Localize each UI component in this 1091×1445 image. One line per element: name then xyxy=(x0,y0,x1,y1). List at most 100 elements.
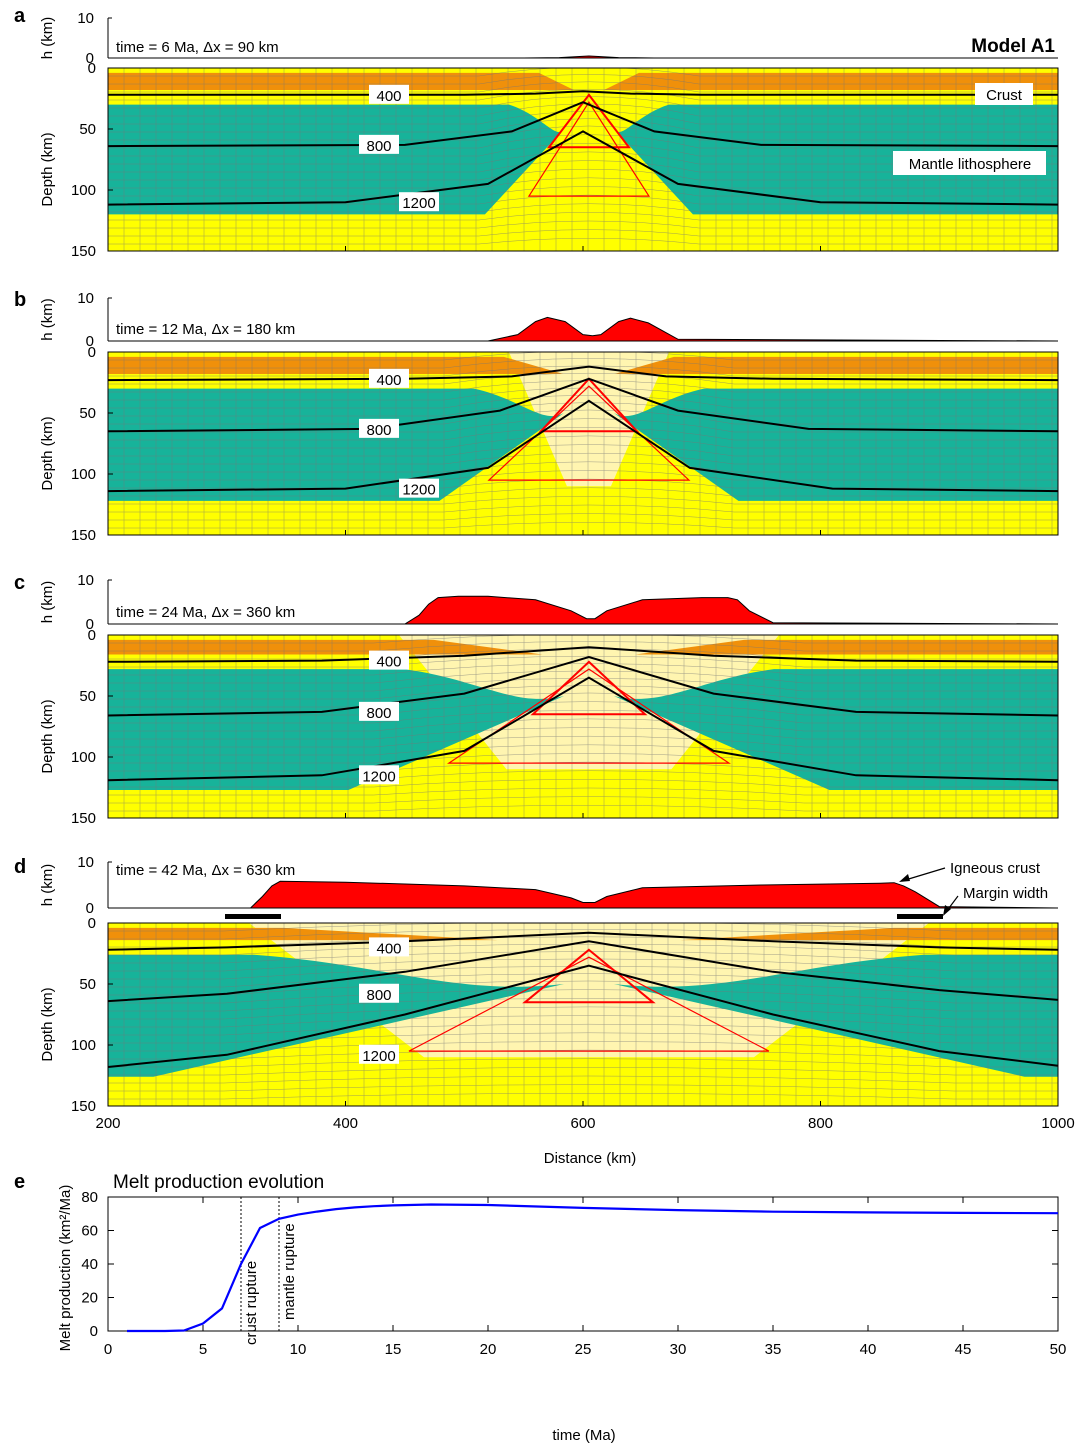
isotherm-label-box xyxy=(359,983,399,1003)
mesh-line xyxy=(108,444,1058,457)
mantle-lithosphere-left xyxy=(108,954,564,1077)
depth-tick-label: 150 xyxy=(71,1098,96,1115)
melt-ylabel: Melt production (km²/Ma) xyxy=(57,1185,74,1352)
mesh-line xyxy=(108,701,1058,716)
mesh-line xyxy=(108,692,1058,708)
isotherm-label-box xyxy=(359,418,399,438)
isotherm-label-box xyxy=(359,765,399,785)
mesh-line xyxy=(108,352,1058,361)
melt-region-inner xyxy=(538,377,640,433)
depleted-mantle xyxy=(248,923,929,1058)
isotherm-label: 400 xyxy=(376,940,401,957)
mesh-line xyxy=(108,1067,1058,1076)
mesh-line xyxy=(108,402,1058,417)
h-tick-label: 10 xyxy=(77,10,94,27)
isotherm-label: 400 xyxy=(376,88,401,105)
mesh-line xyxy=(108,151,1058,165)
depth-axis-label: Depth (km) xyxy=(39,699,56,773)
melt-x-tick-label: 35 xyxy=(765,1341,782,1358)
h-tick-label: 10 xyxy=(77,572,94,589)
depth-axis-label: Depth (km) xyxy=(39,987,56,1061)
igneous-crust-arrowhead xyxy=(899,874,910,882)
isotherm-800 xyxy=(108,655,1058,717)
crust-rupture-label: crust rupture xyxy=(243,1261,260,1345)
depth-tick-label: 100 xyxy=(71,182,96,199)
isotherm-label: 1200 xyxy=(362,1048,395,1065)
mesh-line xyxy=(108,735,1058,748)
panel-letter-c: c xyxy=(14,572,25,594)
panel-letter-e: e xyxy=(14,1171,25,1193)
mesh-line xyxy=(108,958,1058,972)
crust-left xyxy=(108,356,564,374)
mesh-line xyxy=(108,522,1058,529)
mesh-line xyxy=(108,670,1058,684)
mesh-line xyxy=(108,461,1058,473)
mesh-line xyxy=(108,779,1058,788)
isotherm-400 xyxy=(108,646,1058,663)
margin-bar-left xyxy=(225,914,281,919)
igneous-crust-label: Igneous crust xyxy=(950,860,1041,877)
mesh-line xyxy=(108,125,1058,141)
isotherm-1200 xyxy=(108,676,1058,782)
igneous-crust-thickness xyxy=(108,595,1059,625)
panel-letter-d: d xyxy=(14,856,26,878)
mesh-line xyxy=(108,761,1058,772)
depth-tick-label: 100 xyxy=(71,749,96,766)
mesh-line xyxy=(108,96,1058,109)
depth-axis-label: Depth (km) xyxy=(39,416,56,490)
mesh-line xyxy=(108,1084,1058,1092)
melt-y-tick-label: 40 xyxy=(81,1256,98,1273)
mesh-line xyxy=(108,718,1058,732)
isotherm-label: 400 xyxy=(376,654,401,671)
mesh-line xyxy=(108,1032,1058,1044)
depleted-mantle xyxy=(508,352,669,487)
isotherm-1200 xyxy=(108,399,1058,493)
mesh-line xyxy=(108,770,1058,780)
mesh-line xyxy=(108,685,1058,700)
isotherm-label: 400 xyxy=(376,372,401,389)
crust-right xyxy=(614,356,1058,374)
mesh-line xyxy=(108,989,1058,1004)
crust-label: Crust xyxy=(986,87,1023,104)
h-tick-label: 0 xyxy=(86,333,94,350)
melt-x-tick-label: 30 xyxy=(670,1341,687,1358)
melt-y-tick-label: 20 xyxy=(81,1290,98,1307)
h-tick-label: 0 xyxy=(86,616,94,633)
isotherm-1200 xyxy=(108,130,1058,206)
distance-axis-label: Distance (km) xyxy=(544,1150,637,1167)
mesh-line xyxy=(108,203,1058,213)
depth-tick-label: 100 xyxy=(71,1037,96,1054)
melt-region-outer xyxy=(527,101,651,197)
time-label-c: time = 24 Ma, Δx = 360 km xyxy=(116,604,295,621)
mesh-line xyxy=(108,212,1058,221)
time-label-d: time = 42 Ma, Δx = 630 km xyxy=(116,862,295,879)
depth-tick-label: 50 xyxy=(79,976,96,993)
isotherm-400 xyxy=(108,931,1058,951)
mesh-line xyxy=(108,663,1058,676)
mesh-line xyxy=(108,504,1058,513)
depth-tick-label: 0 xyxy=(88,344,96,361)
mesh-line xyxy=(108,727,1058,740)
mesh-line xyxy=(108,452,1058,465)
mesh-line xyxy=(108,395,1058,409)
depth-tick-label: 0 xyxy=(88,60,96,77)
h-tick-label: 0 xyxy=(86,50,94,67)
mesh-line xyxy=(108,118,1058,133)
mesh-line xyxy=(108,81,1058,93)
distance-tick-label: 1000 xyxy=(1041,1115,1074,1132)
mesh-line xyxy=(108,513,1058,521)
melt-xlabel: time (Ma) xyxy=(552,1427,615,1444)
mesh-line xyxy=(108,88,1058,101)
melt-x-tick-label: 5 xyxy=(199,1341,207,1358)
mesh-line xyxy=(108,1049,1058,1060)
melt-title: Melt production evolution xyxy=(113,1172,324,1193)
mesh-line xyxy=(108,1093,1058,1100)
mesh-line xyxy=(108,478,1058,489)
h-axis-label: h (km) xyxy=(39,298,56,341)
depth-tick-label: 150 xyxy=(71,810,96,827)
melt-y-tick-label: 60 xyxy=(81,1223,98,1240)
mesh-line xyxy=(108,160,1058,173)
mesh-line xyxy=(108,68,1058,77)
mesh-line xyxy=(108,143,1058,157)
